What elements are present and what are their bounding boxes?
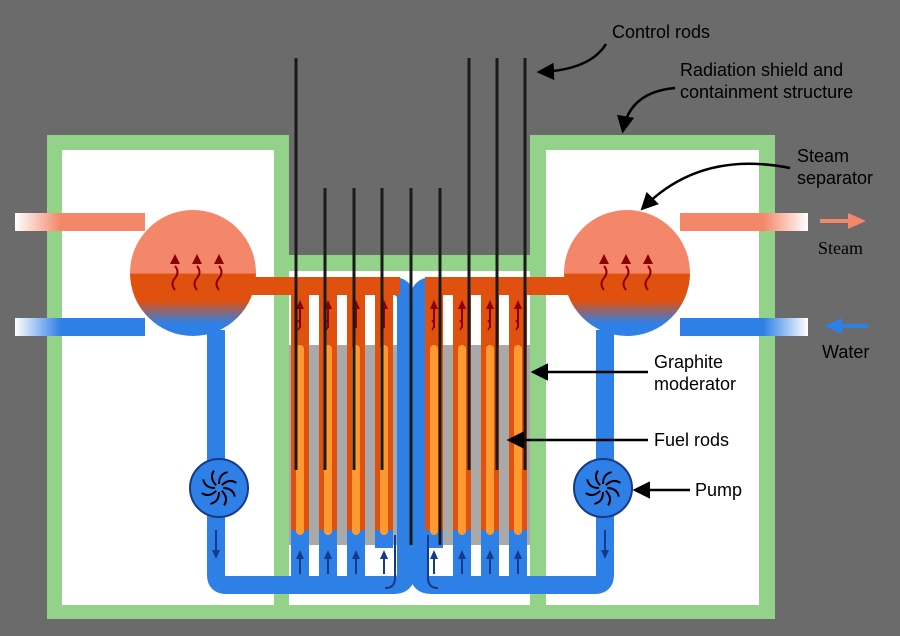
impeller-blade xyxy=(202,479,216,489)
control-rods xyxy=(294,58,527,545)
heat-arrow-head xyxy=(214,254,224,264)
impeller-blade xyxy=(210,491,220,505)
impeller-blade xyxy=(218,471,228,485)
heat-wiggle xyxy=(487,319,491,331)
impeller-blade xyxy=(221,490,228,506)
heat-wiggle xyxy=(600,265,608,291)
fuel-rod xyxy=(458,345,466,535)
channel-inlet xyxy=(291,530,309,548)
fuel-rod xyxy=(430,345,438,535)
heat-wiggle xyxy=(297,319,301,331)
flow-arrow-head xyxy=(352,550,360,559)
label-steam: Steam xyxy=(818,238,863,258)
flow-arrow-head xyxy=(212,550,220,559)
heat-arrow-head xyxy=(192,254,202,264)
leader-steam-separator xyxy=(640,162,791,211)
leader-shield xyxy=(616,86,676,134)
channel-inlet xyxy=(509,530,527,548)
impeller-blade xyxy=(201,490,217,497)
steam-separator-left xyxy=(130,210,256,336)
pump-impeller-icon xyxy=(201,470,237,506)
heat-arrow-head xyxy=(170,254,180,264)
label-moderator-line2: moderator xyxy=(654,374,736,394)
heat-arrow-head xyxy=(621,254,631,264)
impeller-blade xyxy=(222,487,236,497)
impeller-blade xyxy=(221,479,237,486)
water-direction-arrow xyxy=(824,318,868,334)
impeller-blade xyxy=(585,490,601,497)
steam-direction-arrow xyxy=(820,213,866,229)
heat-wiggle xyxy=(515,319,519,331)
flow-arrow-head xyxy=(486,550,494,559)
label-shield-line2: containment structure xyxy=(680,82,853,102)
impeller-blade xyxy=(605,479,621,486)
steam-pipes xyxy=(15,213,808,231)
flow-arrows xyxy=(212,530,609,589)
impeller-blade xyxy=(606,487,620,497)
heat-arrows xyxy=(170,254,653,291)
label-control-rods: Control rods xyxy=(612,22,710,42)
heat-wiggle xyxy=(622,265,630,291)
heat-wiggle xyxy=(644,265,652,291)
label-moderator-line1: Graphite xyxy=(654,352,723,372)
flow-arrow-head xyxy=(324,550,332,559)
flow-arrow xyxy=(384,535,396,589)
heat-arrow-head xyxy=(296,300,304,309)
heat-arrow-head xyxy=(514,300,522,309)
label-water: Water xyxy=(822,342,869,362)
channel-inlet xyxy=(481,530,499,548)
fuel-rod xyxy=(486,345,494,535)
flow-arrow-head xyxy=(514,550,522,559)
heat-wiggle xyxy=(193,265,201,291)
heat-wiggle xyxy=(431,319,435,331)
label-separator-line1: Steam xyxy=(797,146,849,166)
flow-arrow-head xyxy=(296,550,304,559)
channel-inlet xyxy=(347,530,365,548)
label-fuel-rods: Fuel rods xyxy=(654,430,729,450)
impeller-blade xyxy=(602,471,612,485)
heat-wiggle xyxy=(325,319,329,331)
leader-control-rods xyxy=(536,43,608,81)
impeller-blade xyxy=(594,470,601,486)
impeller-blade xyxy=(586,479,600,489)
pump-impeller-icon xyxy=(585,470,621,506)
impeller-blade xyxy=(605,490,612,506)
impeller-blade xyxy=(594,491,604,505)
heat-arrow-head xyxy=(643,254,653,264)
heat-arrow-head xyxy=(486,300,494,309)
fuel-rod xyxy=(296,345,304,535)
label-pump: Pump xyxy=(695,480,742,500)
label-shield-line1: Radiation shield and xyxy=(680,60,843,80)
channel-inlet xyxy=(453,530,471,548)
heat-arrow-head xyxy=(430,300,438,309)
heat-arrow-head xyxy=(458,300,466,309)
water-pipes xyxy=(15,318,808,336)
pump-right xyxy=(573,458,633,518)
flow-arrow-head xyxy=(430,550,438,559)
heat-wiggle xyxy=(459,319,463,331)
flow-arrow-head xyxy=(458,550,466,559)
flow-arrow-head xyxy=(601,550,609,559)
channel-inlet xyxy=(319,530,337,548)
label-separator-line2: separator xyxy=(797,168,873,188)
heat-arrow-head xyxy=(599,254,609,264)
heat-wiggle xyxy=(171,265,179,291)
flow-arrow-head xyxy=(380,550,388,559)
pump-left xyxy=(189,458,249,518)
channel-inlet xyxy=(375,530,393,548)
fuel-channels xyxy=(291,286,527,574)
labels: Control rods Radiation shield and contai… xyxy=(612,22,873,500)
flow-arrow xyxy=(427,535,439,589)
impeller-blade xyxy=(210,470,217,486)
heat-wiggle xyxy=(215,265,223,291)
steam-separator-right xyxy=(564,210,690,336)
leader-lines xyxy=(506,43,791,499)
